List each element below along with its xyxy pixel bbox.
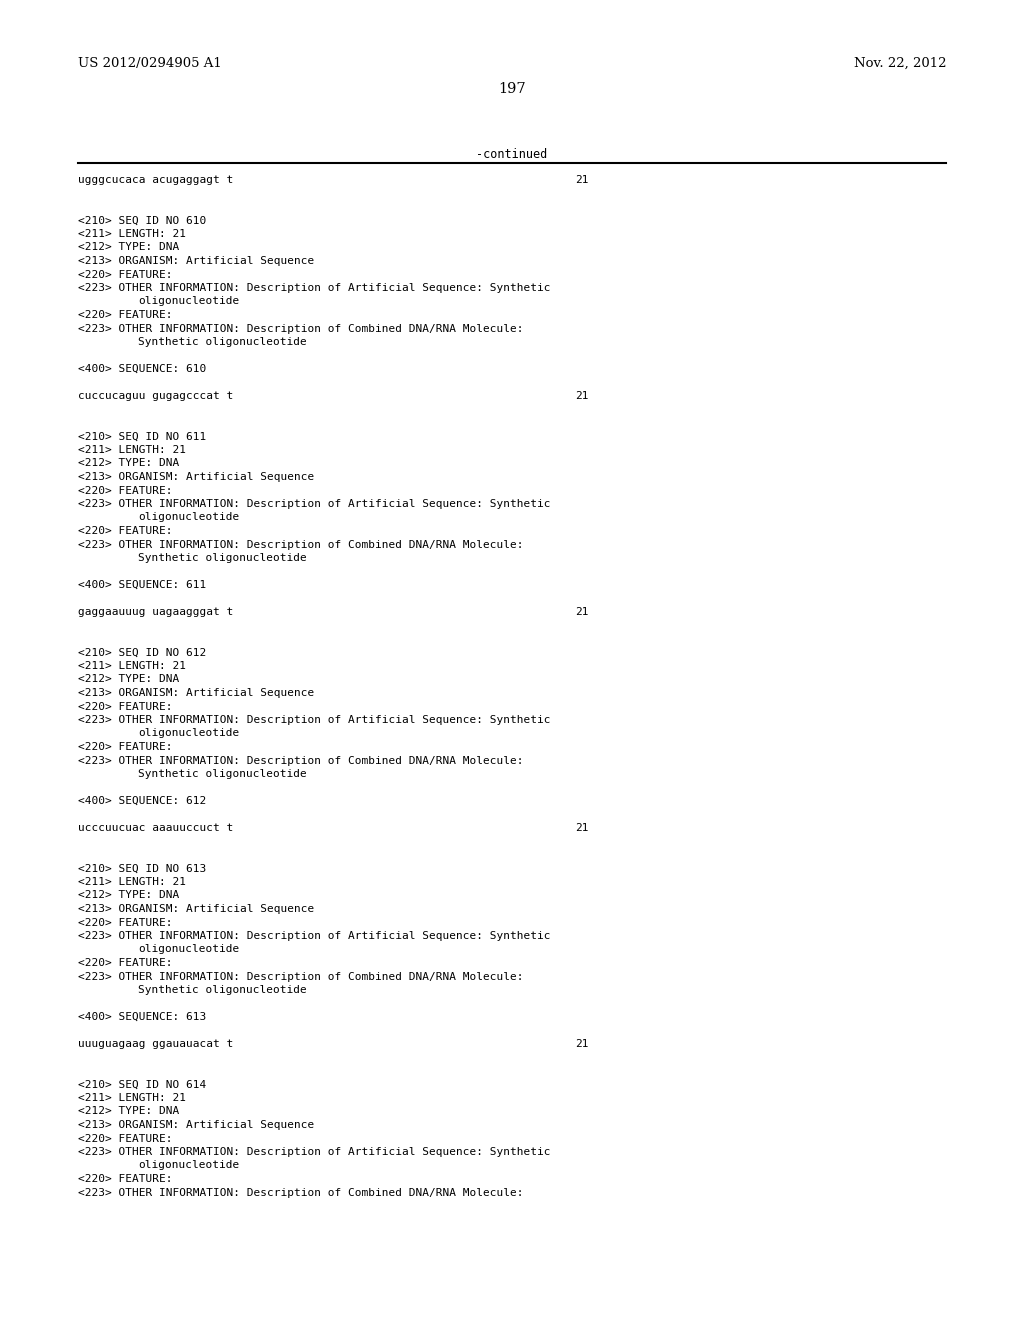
Text: oligonucleotide: oligonucleotide bbox=[138, 729, 240, 738]
Text: Nov. 22, 2012: Nov. 22, 2012 bbox=[853, 57, 946, 70]
Text: 21: 21 bbox=[575, 176, 589, 185]
Text: -continued: -continued bbox=[476, 148, 548, 161]
Text: 21: 21 bbox=[575, 607, 589, 616]
Text: oligonucleotide: oligonucleotide bbox=[138, 945, 240, 954]
Text: 21: 21 bbox=[575, 391, 589, 401]
Text: <223> OTHER INFORMATION: Description of Artificial Sequence: Synthetic: <223> OTHER INFORMATION: Description of … bbox=[78, 282, 551, 293]
Text: 197: 197 bbox=[499, 82, 525, 96]
Text: ucccuucuac aaauuccuct t: ucccuucuac aaauuccuct t bbox=[78, 822, 233, 833]
Text: 21: 21 bbox=[575, 1039, 589, 1049]
Text: <210> SEQ ID NO 613: <210> SEQ ID NO 613 bbox=[78, 863, 206, 874]
Text: oligonucleotide: oligonucleotide bbox=[138, 1160, 240, 1171]
Text: <223> OTHER INFORMATION: Description of Artificial Sequence: Synthetic: <223> OTHER INFORMATION: Description of … bbox=[78, 1147, 551, 1158]
Text: <211> LENGTH: 21: <211> LENGTH: 21 bbox=[78, 1093, 186, 1104]
Text: <212> TYPE: DNA: <212> TYPE: DNA bbox=[78, 891, 179, 900]
Text: Synthetic oligonucleotide: Synthetic oligonucleotide bbox=[138, 553, 307, 564]
Text: <213> ORGANISM: Artificial Sequence: <213> ORGANISM: Artificial Sequence bbox=[78, 256, 314, 267]
Text: <210> SEQ ID NO 612: <210> SEQ ID NO 612 bbox=[78, 648, 206, 657]
Text: <223> OTHER INFORMATION: Description of Artificial Sequence: Synthetic: <223> OTHER INFORMATION: Description of … bbox=[78, 499, 551, 510]
Text: Synthetic oligonucleotide: Synthetic oligonucleotide bbox=[138, 337, 307, 347]
Text: <210> SEQ ID NO 611: <210> SEQ ID NO 611 bbox=[78, 432, 206, 441]
Text: <223> OTHER INFORMATION: Description of Combined DNA/RNA Molecule:: <223> OTHER INFORMATION: Description of … bbox=[78, 755, 523, 766]
Text: <220> FEATURE:: <220> FEATURE: bbox=[78, 1134, 172, 1143]
Text: <212> TYPE: DNA: <212> TYPE: DNA bbox=[78, 458, 179, 469]
Text: <223> OTHER INFORMATION: Description of Combined DNA/RNA Molecule:: <223> OTHER INFORMATION: Description of … bbox=[78, 1188, 523, 1197]
Text: <213> ORGANISM: Artificial Sequence: <213> ORGANISM: Artificial Sequence bbox=[78, 904, 314, 913]
Text: <223> OTHER INFORMATION: Description of Combined DNA/RNA Molecule:: <223> OTHER INFORMATION: Description of … bbox=[78, 323, 523, 334]
Text: <213> ORGANISM: Artificial Sequence: <213> ORGANISM: Artificial Sequence bbox=[78, 473, 314, 482]
Text: <213> ORGANISM: Artificial Sequence: <213> ORGANISM: Artificial Sequence bbox=[78, 1119, 314, 1130]
Text: <211> LENGTH: 21: <211> LENGTH: 21 bbox=[78, 445, 186, 455]
Text: <211> LENGTH: 21: <211> LENGTH: 21 bbox=[78, 228, 186, 239]
Text: <223> OTHER INFORMATION: Description of Artificial Sequence: Synthetic: <223> OTHER INFORMATION: Description of … bbox=[78, 931, 551, 941]
Text: gaggaauuug uagaagggat t: gaggaauuug uagaagggat t bbox=[78, 607, 233, 616]
Text: US 2012/0294905 A1: US 2012/0294905 A1 bbox=[78, 57, 222, 70]
Text: <211> LENGTH: 21: <211> LENGTH: 21 bbox=[78, 661, 186, 671]
Text: <220> FEATURE:: <220> FEATURE: bbox=[78, 958, 172, 968]
Text: <220> FEATURE:: <220> FEATURE: bbox=[78, 1173, 172, 1184]
Text: 21: 21 bbox=[575, 822, 589, 833]
Text: <400> SEQUENCE: 610: <400> SEQUENCE: 610 bbox=[78, 364, 206, 374]
Text: oligonucleotide: oligonucleotide bbox=[138, 297, 240, 306]
Text: oligonucleotide: oligonucleotide bbox=[138, 512, 240, 523]
Text: Synthetic oligonucleotide: Synthetic oligonucleotide bbox=[138, 985, 307, 995]
Text: <220> FEATURE:: <220> FEATURE: bbox=[78, 701, 172, 711]
Text: cuccucaguu gugagcccat t: cuccucaguu gugagcccat t bbox=[78, 391, 233, 401]
Text: <220> FEATURE:: <220> FEATURE: bbox=[78, 269, 172, 280]
Text: <220> FEATURE:: <220> FEATURE: bbox=[78, 917, 172, 928]
Text: <220> FEATURE:: <220> FEATURE: bbox=[78, 310, 172, 319]
Text: <223> OTHER INFORMATION: Description of Artificial Sequence: Synthetic: <223> OTHER INFORMATION: Description of … bbox=[78, 715, 551, 725]
Text: <220> FEATURE:: <220> FEATURE: bbox=[78, 486, 172, 495]
Text: <400> SEQUENCE: 612: <400> SEQUENCE: 612 bbox=[78, 796, 206, 807]
Text: uuuguagaag ggauauacat t: uuuguagaag ggauauacat t bbox=[78, 1039, 233, 1049]
Text: <210> SEQ ID NO 614: <210> SEQ ID NO 614 bbox=[78, 1080, 206, 1089]
Text: Synthetic oligonucleotide: Synthetic oligonucleotide bbox=[138, 770, 307, 779]
Text: <210> SEQ ID NO 610: <210> SEQ ID NO 610 bbox=[78, 215, 206, 226]
Text: <211> LENGTH: 21: <211> LENGTH: 21 bbox=[78, 876, 186, 887]
Text: <220> FEATURE:: <220> FEATURE: bbox=[78, 742, 172, 752]
Text: <212> TYPE: DNA: <212> TYPE: DNA bbox=[78, 243, 179, 252]
Text: <212> TYPE: DNA: <212> TYPE: DNA bbox=[78, 675, 179, 685]
Text: ugggcucaca acugaggagt t: ugggcucaca acugaggagt t bbox=[78, 176, 233, 185]
Text: <220> FEATURE:: <220> FEATURE: bbox=[78, 525, 172, 536]
Text: <213> ORGANISM: Artificial Sequence: <213> ORGANISM: Artificial Sequence bbox=[78, 688, 314, 698]
Text: <400> SEQUENCE: 613: <400> SEQUENCE: 613 bbox=[78, 1012, 206, 1022]
Text: <223> OTHER INFORMATION: Description of Combined DNA/RNA Molecule:: <223> OTHER INFORMATION: Description of … bbox=[78, 972, 523, 982]
Text: <223> OTHER INFORMATION: Description of Combined DNA/RNA Molecule:: <223> OTHER INFORMATION: Description of … bbox=[78, 540, 523, 549]
Text: <400> SEQUENCE: 611: <400> SEQUENCE: 611 bbox=[78, 579, 206, 590]
Text: <212> TYPE: DNA: <212> TYPE: DNA bbox=[78, 1106, 179, 1117]
